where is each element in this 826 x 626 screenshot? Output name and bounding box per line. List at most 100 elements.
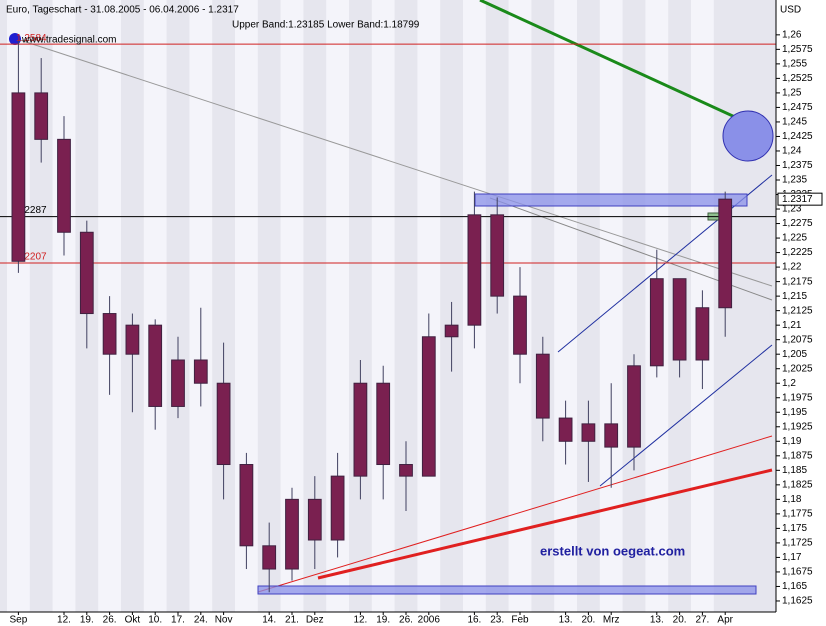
x-tick-label: 26. [399, 615, 413, 626]
chart-title: Euro, Tageschart - 31.08.2005 - 06.04.20… [6, 5, 239, 16]
x-tick-label: 2006 [418, 615, 441, 626]
y-tick-label: 1,205 [782, 349, 807, 360]
y-tick-label: 1,1825 [782, 479, 813, 490]
y-tick-label: 1,1725 [782, 538, 813, 549]
candle-body [399, 464, 413, 477]
y-tick-label: 1,1875 [782, 450, 813, 461]
candle-body [513, 295, 527, 355]
stripe [599, 0, 623, 612]
stripe [189, 0, 213, 612]
candle-body [490, 214, 505, 297]
y-tick-label: 1,2225 [782, 247, 813, 258]
candle-body [239, 464, 254, 547]
candle-body [353, 382, 368, 477]
y-tick-label: 1,2125 [782, 305, 813, 316]
y-tick-label: 1,2075 [782, 334, 813, 345]
trend-line [479, 0, 773, 136]
trend-line [257, 435, 773, 593]
candle-body [148, 324, 163, 407]
y-tick-label: 1,1775 [782, 509, 813, 520]
y-tick-label: 1,2425 [782, 131, 813, 142]
y-tick-label: 1,215 [782, 291, 807, 302]
y-tick-label: 1,1925 [782, 421, 813, 432]
candle-body [376, 382, 391, 466]
candle-body [193, 359, 208, 384]
candle-body [695, 307, 710, 361]
y-tick-label: 1,24 [782, 146, 802, 157]
trend-line [317, 468, 773, 580]
candle-body [718, 198, 733, 309]
candle-body [444, 324, 459, 338]
x-tick-label: 12. [353, 615, 367, 626]
trend-line [599, 344, 773, 487]
candle-body [307, 498, 322, 541]
y-tick-label: 1,185 [782, 465, 807, 476]
stripe [371, 0, 395, 612]
y-tick-label: 1,165 [782, 581, 807, 592]
x-tick-label: 16. [467, 615, 481, 626]
zone [474, 193, 748, 207]
trend-line [19, 39, 773, 287]
drawings [9, 0, 774, 595]
y-tick-label: 1,195 [782, 407, 807, 418]
y-tick-label: 1,25 [782, 88, 802, 99]
x-tick-label: 13. [559, 615, 573, 626]
credit: erstellt von oegeat.com [540, 543, 685, 558]
candle-body [171, 359, 185, 407]
source: www.tradesignal.com [21, 35, 116, 46]
candle-body [262, 545, 277, 570]
x-tick-label: Okt [125, 615, 141, 626]
candle-body [79, 231, 94, 315]
y-tick-label: 1,2525 [782, 73, 813, 84]
y-tick-label: 1,235 [782, 175, 807, 186]
candle-body [649, 278, 664, 367]
y-tick-label: 1,2575 [782, 44, 813, 55]
x-tick-label: 26. [103, 615, 117, 626]
stripe [554, 0, 577, 612]
y-tick-label: 1,22 [782, 262, 802, 273]
candle-body [285, 498, 299, 570]
candle-body [11, 92, 26, 262]
price-box [777, 192, 823, 206]
x-tick-label: 10. [148, 615, 162, 626]
currency: USD [780, 5, 801, 16]
candle-body [672, 278, 687, 361]
target-circle [722, 110, 774, 162]
candle-body [535, 353, 550, 419]
candle-body [421, 336, 436, 477]
y-tick-label: 1,18 [782, 494, 802, 505]
x-tick-label: 19. [80, 615, 94, 626]
x-tick-label: 23. [490, 615, 504, 626]
y-tick-label: 1,1975 [782, 392, 813, 403]
candle-body [604, 423, 619, 448]
level-label: 1.2207 [16, 252, 47, 263]
x-tick-label: 24. [194, 615, 208, 626]
x-tick-label: 12. [57, 615, 71, 626]
level-label: 1.2287 [16, 205, 47, 216]
y-tick-label: 1,23 [782, 204, 802, 215]
stripe [280, 0, 304, 612]
stripe [143, 0, 167, 612]
x-tick-label: 21. [285, 615, 299, 626]
x-tick-label: 13. [650, 615, 664, 626]
chart-subtitle: Upper Band:1.23185 Lower Band:1.18799 [232, 20, 420, 31]
price-label: 1.2317 [782, 194, 813, 205]
x-tick-label: 20. [581, 615, 595, 626]
candle-body [627, 365, 641, 448]
candle-body [102, 313, 117, 355]
stripe [326, 0, 349, 612]
x-tick-label: Dez [306, 615, 324, 626]
y-tick-label: 1,21 [782, 320, 802, 331]
x-tick-label: 17. [171, 615, 185, 626]
y-tick-label: 1,2175 [782, 276, 813, 287]
y-tick-label: 1,225 [782, 233, 807, 244]
y-tick-label: 1,19 [782, 436, 802, 447]
candle-body [558, 417, 573, 442]
candle-body [330, 475, 345, 541]
stripe [235, 0, 258, 612]
y-tick-label: 1,2275 [782, 218, 813, 229]
candle-body [581, 423, 596, 442]
candle-body [467, 214, 482, 326]
level-label: 1.2584 [16, 33, 47, 44]
